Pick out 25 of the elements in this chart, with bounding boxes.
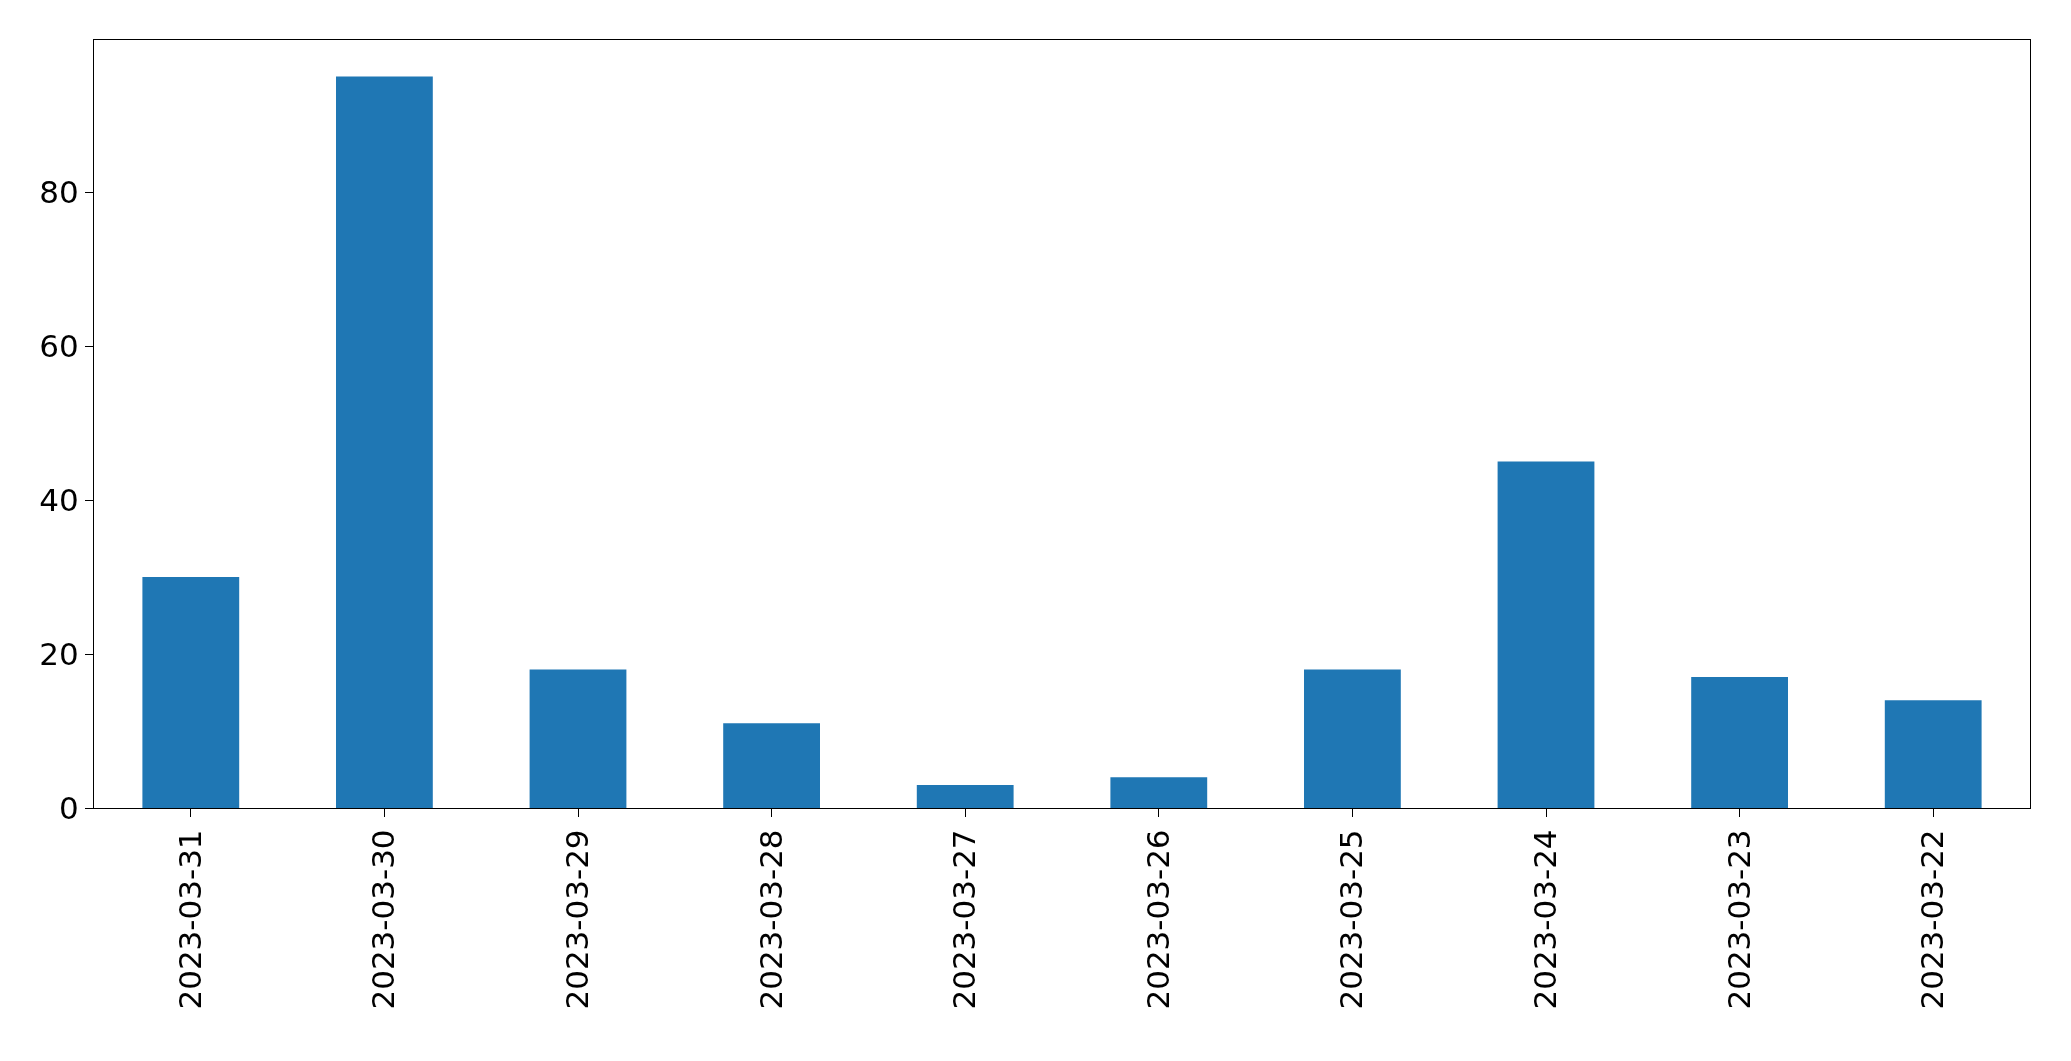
bar xyxy=(336,76,433,808)
x-tick-label: 2023-03-29 xyxy=(559,829,596,1010)
bar xyxy=(1304,669,1401,808)
x-tick-label: 2023-03-23 xyxy=(1720,829,1757,1010)
x-tick-label: 2023-03-30 xyxy=(365,829,402,1010)
bar xyxy=(916,784,1014,808)
bar xyxy=(142,577,240,808)
bar xyxy=(1110,777,1208,808)
bar xyxy=(1497,461,1595,808)
y-tick-label: 80 xyxy=(39,173,79,210)
bar xyxy=(529,669,627,808)
y-tick-label: 60 xyxy=(39,327,79,364)
x-tick-label: 2023-03-27 xyxy=(946,829,983,1010)
x-tick-label: 2023-03-28 xyxy=(752,829,789,1010)
bar xyxy=(1884,700,1982,808)
y-tick-label: 40 xyxy=(39,481,79,518)
y-tick-label: 20 xyxy=(39,635,79,672)
x-tick-label: 2023-03-24 xyxy=(1527,829,1564,1010)
y-tick-label: 0 xyxy=(59,789,79,826)
bar xyxy=(723,723,820,808)
x-tick-label: 2023-03-31 xyxy=(171,829,208,1010)
x-tick-label: 2023-03-25 xyxy=(1333,829,1370,1010)
x-tick-label: 2023-03-26 xyxy=(1139,829,1176,1010)
bar xyxy=(1691,677,1788,808)
x-tick-label: 2023-03-22 xyxy=(1914,829,1951,1010)
